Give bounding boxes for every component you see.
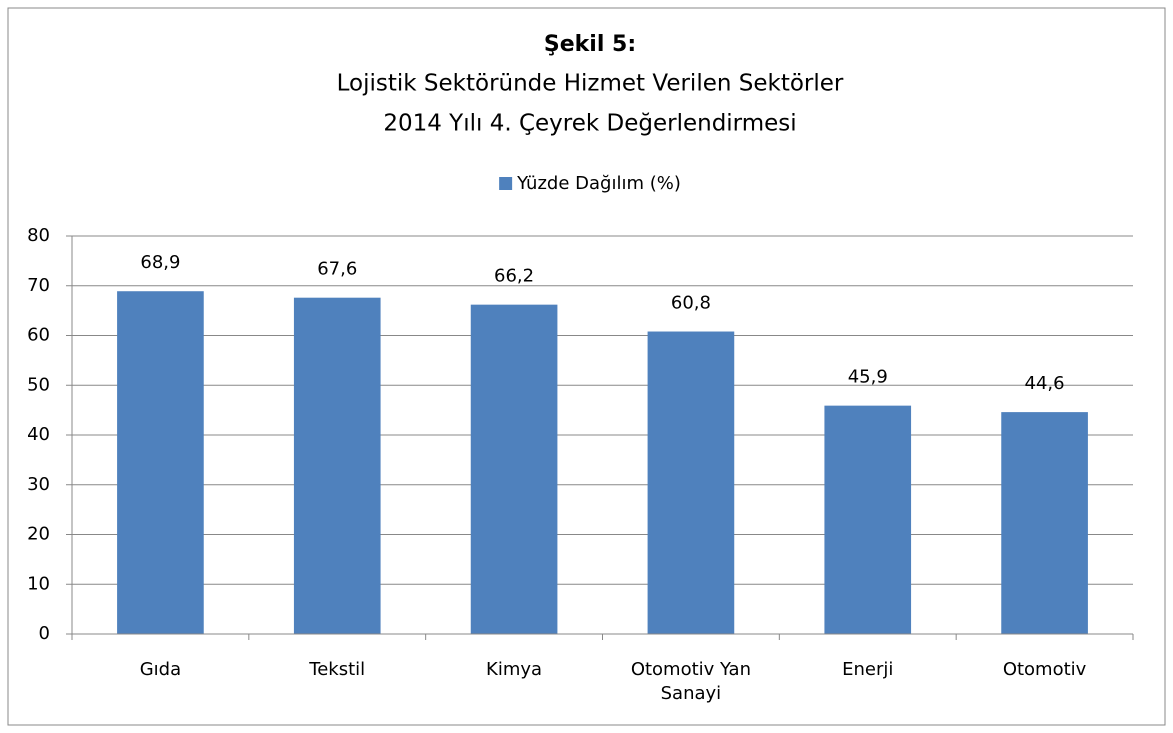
y-tick-label: 50 — [27, 374, 50, 395]
y-tick-label: 0 — [39, 623, 50, 644]
data-label: 66,2 — [494, 266, 534, 287]
y-tick-label: 60 — [27, 325, 50, 346]
data-label: 60,8 — [671, 293, 711, 314]
chart-subtitle: 2014 Yılı 4. Çeyrek Değerlendirmesi — [383, 111, 796, 137]
x-tick-label-box: Otomotiv Yan Sanayi — [630, 659, 751, 704]
y-tick-label: 70 — [27, 275, 50, 296]
bar — [647, 331, 735, 634]
bar — [824, 405, 912, 634]
bar — [293, 297, 381, 634]
y-tick-label: 30 — [27, 474, 50, 495]
x-tick-label-box: Gıda — [139, 659, 182, 680]
y-tick-label: 10 — [27, 573, 50, 594]
x-tick-label-box: Enerji — [842, 659, 894, 680]
x-tick-label: Otomotiv Yan Sanayi — [630, 659, 751, 704]
legend-label: Yüzde Dağılım (%) — [516, 173, 681, 194]
chart-subtitle: Lojistik Sektöründe Hizmet Verilen Sektö… — [337, 71, 844, 97]
x-tick-label: Otomotiv — [1002, 659, 1087, 680]
bar — [1001, 412, 1088, 634]
x-tick-label: Gıda — [139, 659, 182, 680]
data-label: 68,9 — [140, 252, 180, 273]
legend-swatch — [499, 177, 513, 190]
data-label: 45,9 — [848, 367, 888, 388]
data-label: 44,6 — [1025, 373, 1065, 394]
x-tick-label: Enerji — [842, 659, 894, 680]
x-tick-label: Kimya — [486, 659, 543, 680]
x-tick-label: Tekstil — [309, 659, 366, 680]
x-tick-label-box: Otomotiv — [1002, 659, 1087, 680]
y-tick-label: 80 — [27, 225, 50, 246]
y-tick-label: 20 — [27, 524, 50, 545]
chart-title: Şekil 5: — [544, 32, 636, 57]
x-tick-label-box: Tekstil — [309, 659, 366, 680]
bar — [117, 291, 204, 634]
data-label: 67,6 — [317, 259, 357, 280]
y-tick-label: 40 — [27, 424, 50, 445]
x-tick-label-box: Kimya — [486, 659, 543, 680]
bar — [470, 304, 558, 634]
